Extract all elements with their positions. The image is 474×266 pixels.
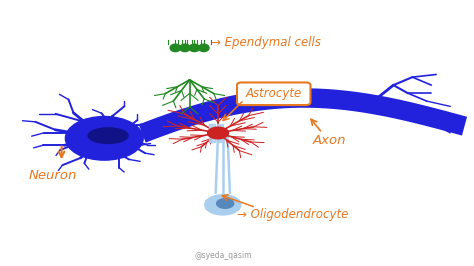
FancyBboxPatch shape	[237, 82, 310, 105]
Ellipse shape	[180, 44, 190, 52]
Ellipse shape	[170, 44, 181, 52]
Circle shape	[205, 195, 241, 215]
Bar	[217, 124, 223, 142]
Circle shape	[208, 127, 228, 139]
Text: Astrocyte: Astrocyte	[246, 87, 302, 100]
Text: → Ependymal cells: → Ependymal cells	[211, 36, 321, 49]
Ellipse shape	[88, 128, 128, 143]
Circle shape	[65, 117, 143, 160]
Text: Neuron: Neuron	[28, 169, 77, 182]
Text: @syeda_qasim: @syeda_qasim	[194, 251, 252, 260]
Circle shape	[217, 199, 234, 208]
Bar	[209, 124, 215, 142]
Ellipse shape	[189, 44, 200, 52]
Text: Axon: Axon	[313, 135, 346, 147]
Ellipse shape	[199, 44, 209, 52]
Text: → Oligodendrocyte: → Oligodendrocyte	[237, 208, 348, 221]
